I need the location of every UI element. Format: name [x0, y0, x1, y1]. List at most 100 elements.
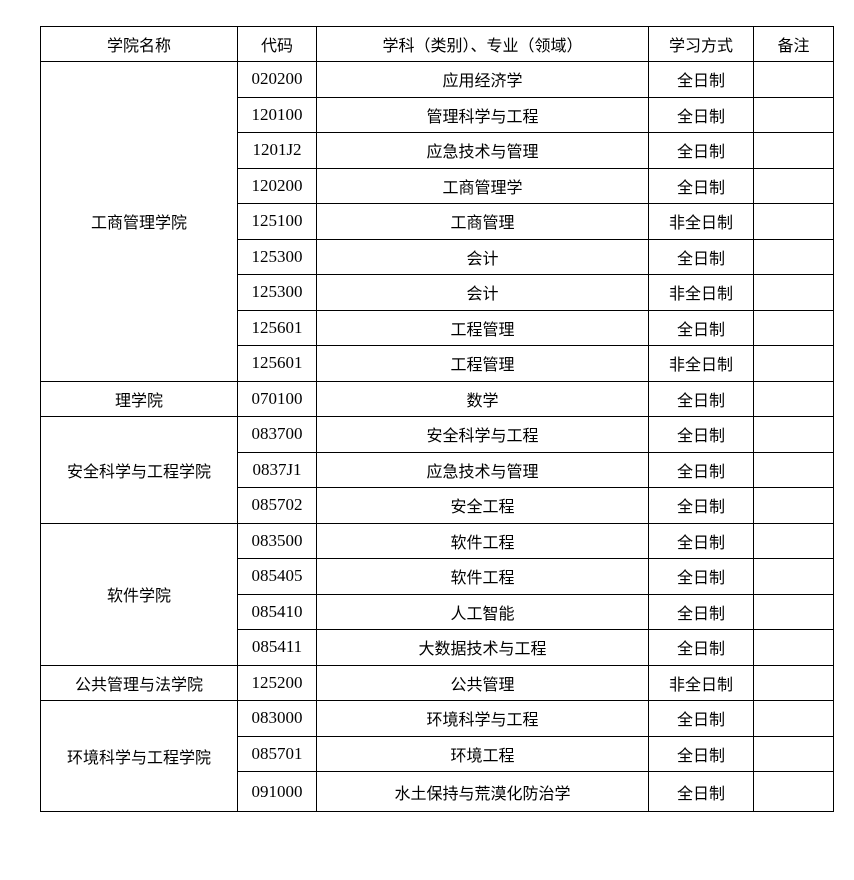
- note-cell: [753, 522, 834, 559]
- major-cell: 环境工程: [316, 735, 649, 772]
- mode-cell: 非全日制: [648, 345, 754, 382]
- note-cell: [753, 593, 834, 630]
- major-cell: 工程管理: [316, 345, 649, 382]
- code-cell: 091000: [237, 771, 317, 812]
- code-cell: 1201J2: [237, 132, 317, 169]
- major-cell: 环境科学与工程: [316, 700, 649, 737]
- mode-cell: 全日制: [648, 558, 754, 595]
- table-row: 091000 水土保持与荒漠化防治学 全日制: [41, 771, 834, 812]
- note-cell: [753, 167, 834, 204]
- note-cell: [753, 487, 834, 524]
- table-row: 085701 环境工程 全日制: [41, 735, 834, 772]
- major-cell: 应急技术与管理: [316, 451, 649, 488]
- note-cell: [753, 771, 834, 812]
- major-cell: 软件工程: [316, 558, 649, 595]
- code-cell: 083700: [237, 416, 317, 453]
- major-cell: 数学: [316, 380, 649, 417]
- code-cell: 020200: [237, 61, 317, 98]
- mode-cell: 全日制: [648, 700, 754, 737]
- header-note: 备注: [753, 26, 834, 62]
- code-cell: 085410: [237, 593, 317, 630]
- major-cell: 会计: [316, 238, 649, 275]
- note-cell: [753, 664, 834, 701]
- mode-cell: 全日制: [648, 522, 754, 559]
- note-cell: [753, 451, 834, 488]
- note-cell: [753, 203, 834, 240]
- major-cell: 工商管理: [316, 203, 649, 240]
- table-row: 085410 人工智能 全日制: [41, 593, 834, 630]
- college-cell: 公共管理与法学院: [40, 664, 238, 701]
- code-cell: 083500: [237, 522, 317, 559]
- college-cell: 工商管理学院: [40, 61, 238, 382]
- major-cell: 大数据技术与工程: [316, 629, 649, 666]
- mode-cell: 非全日制: [648, 664, 754, 701]
- major-cell: 人工智能: [316, 593, 649, 630]
- code-cell: 0837J1: [237, 451, 317, 488]
- major-cell: 水土保持与荒漠化防治学: [316, 771, 649, 812]
- code-cell: 085702: [237, 487, 317, 524]
- code-cell: 085411: [237, 629, 317, 666]
- table-row: 安全科学与工程学院 083700 安全科学与工程 全日制: [40, 416, 834, 524]
- header-major: 学科（类别）、专业（领域）: [316, 26, 649, 62]
- note-cell: [753, 309, 834, 346]
- major-cell: 应急技术与管理: [316, 132, 649, 169]
- table-row: 软件学院 083500 软件工程 全日制: [40, 522, 834, 666]
- major-cell: 安全工程: [316, 487, 649, 524]
- mode-cell: 全日制: [648, 451, 754, 488]
- table-row: 120200 工商管理学 全日制: [41, 167, 834, 204]
- mode-cell: 全日制: [648, 771, 754, 812]
- code-cell: 125100: [237, 203, 317, 240]
- major-cell: 管理科学与工程: [316, 96, 649, 133]
- college-cell: 安全科学与工程学院: [40, 416, 238, 524]
- note-cell: [753, 558, 834, 595]
- mode-cell: 非全日制: [648, 203, 754, 240]
- code-cell: 085701: [237, 735, 317, 772]
- table-body: 工商管理学院 020200 应用经济学 全日制 120100 管理科学与工程 全日制 1201…: [40, 61, 834, 812]
- major-cell: 会计: [316, 274, 649, 311]
- note-cell: [753, 735, 834, 772]
- note-cell: [753, 238, 834, 275]
- college-cell: 软件学院: [40, 522, 238, 666]
- major-cell: 安全科学与工程: [316, 416, 649, 453]
- code-cell: 083000: [237, 700, 317, 737]
- code-cell: 070100: [237, 380, 317, 417]
- mode-cell: 全日制: [648, 96, 754, 133]
- note-cell: [753, 416, 834, 453]
- header-row: 学院名称 代码 学科（类别）、专业（领域） 学习方式 备注: [40, 26, 834, 62]
- code-cell: 120100: [237, 96, 317, 133]
- mode-cell: 全日制: [648, 629, 754, 666]
- note-cell: [753, 700, 834, 737]
- mode-cell: 全日制: [648, 61, 754, 98]
- programs-table: 学院名称 代码 学科（类别）、专业（领域） 学习方式 备注 工商管理学院 0202…: [40, 26, 834, 812]
- code-cell: 125200: [237, 664, 317, 701]
- mode-cell: 全日制: [648, 309, 754, 346]
- table-row: 环境科学与工程学院 083000 环境科学与工程 全日制: [40, 700, 834, 812]
- mode-cell: 全日制: [648, 167, 754, 204]
- major-cell: 软件工程: [316, 522, 649, 559]
- note-cell: [753, 345, 834, 382]
- note-cell: [753, 380, 834, 417]
- college-cell: 环境科学与工程学院: [40, 700, 238, 812]
- table-row: 公共管理与法学院 125200 公共管理 非全日制: [40, 664, 834, 701]
- mode-cell: 全日制: [648, 380, 754, 417]
- major-cell: 工程管理: [316, 309, 649, 346]
- mode-cell: 全日制: [648, 238, 754, 275]
- header-code: 代码: [237, 26, 317, 62]
- table-row: 125300 会计 全日制: [41, 238, 834, 275]
- college-cell: 理学院: [40, 380, 238, 417]
- mode-cell: 全日制: [648, 416, 754, 453]
- note-cell: [753, 132, 834, 169]
- note-cell: [753, 61, 834, 98]
- mode-cell: 全日制: [648, 132, 754, 169]
- note-cell: [753, 96, 834, 133]
- header-college: 学院名称: [40, 26, 238, 62]
- mode-cell: 全日制: [648, 735, 754, 772]
- code-cell: 125300: [237, 274, 317, 311]
- table-row: 125100 工商管理 非全日制: [41, 203, 834, 240]
- table-row: 1201J2 应急技术与管理 全日制: [41, 132, 834, 169]
- table-row: 120100 管理科学与工程 全日制: [41, 96, 834, 133]
- table-row: 工商管理学院 020200 应用经济学 全日制: [40, 61, 834, 382]
- major-cell: 公共管理: [316, 664, 649, 701]
- table-row: 125300 会计 非全日制: [41, 274, 834, 311]
- header-mode: 学习方式: [648, 26, 754, 62]
